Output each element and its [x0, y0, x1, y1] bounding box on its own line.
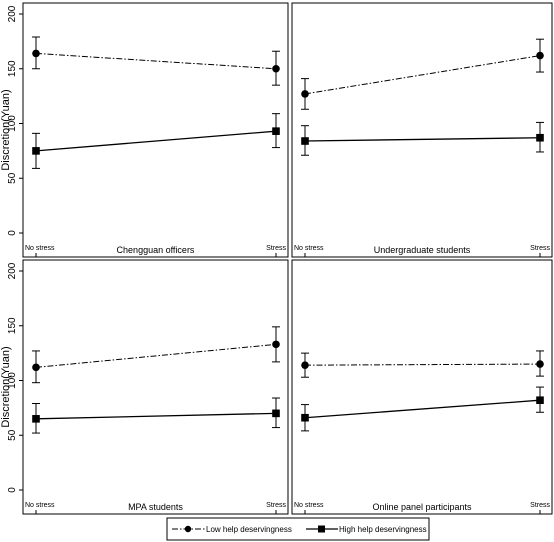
panel-title: MPA students	[128, 502, 183, 512]
data-point	[536, 51, 544, 60]
x-tick-label: Stress	[530, 502, 550, 509]
y-axis-label: Discretion(Yuan)	[0, 346, 12, 427]
y-tick-label: 0	[7, 487, 18, 493]
y-tick-label: 0	[7, 230, 18, 236]
x-tick-label: Stress	[266, 245, 286, 252]
data-point	[272, 127, 280, 135]
data-point	[536, 133, 544, 142]
x-tick-label: No stress	[294, 502, 324, 509]
series-1	[32, 326, 280, 384]
data-point	[301, 361, 309, 369]
y-tick-label: 50	[7, 172, 18, 184]
x-tick-label: Stress	[530, 245, 550, 252]
data-point	[32, 49, 40, 58]
y-tick-label: 200	[7, 262, 18, 279]
data-point	[301, 90, 309, 98]
x-tick-label: No stress	[25, 245, 55, 252]
series-2	[301, 121, 544, 156]
chart-panel-1: 0 50 100 150 200 Discretion(Yuan) No stress Str…	[0, 2, 289, 258]
data-point	[536, 396, 544, 405]
series-1	[32, 36, 280, 86]
panel-frame	[291, 259, 553, 515]
series-1	[301, 350, 544, 378]
legend-label-low: Low help deservingness	[206, 525, 292, 534]
panel-title: Chengguan officers	[117, 245, 195, 255]
chart-panel-2: No stress Stress Undergraduate students	[291, 2, 553, 258]
data-point	[272, 64, 280, 73]
y-tick-label: 50	[7, 429, 18, 441]
series-line	[35, 343, 277, 368]
series-line	[35, 52, 277, 70]
series-line	[304, 137, 541, 142]
legend-label-high: High help deservingness	[339, 525, 427, 534]
panel-title: Undergraduate students	[374, 245, 471, 255]
data-point	[32, 415, 40, 423]
series-2	[301, 386, 544, 432]
y-tick-label: 100	[7, 372, 18, 389]
panel-frame	[22, 259, 289, 515]
y-tick-label: 150	[7, 317, 18, 334]
data-point	[301, 413, 309, 422]
x-tick-label: No stress	[294, 245, 324, 252]
series-line	[304, 399, 541, 419]
series-line	[35, 130, 277, 152]
y-axis-label: Discretion(Yuan)	[0, 89, 12, 170]
data-point	[272, 409, 280, 418]
chart-panel-4: No stress Stress Online panel participants	[291, 259, 553, 515]
data-point	[32, 147, 40, 155]
panel-frame	[22, 2, 289, 258]
y-tick-label: 150	[7, 60, 18, 77]
legend: Low help deservingness High help deservi…	[166, 517, 430, 541]
x-tick-label: No stress	[25, 502, 55, 509]
series-line	[304, 55, 541, 95]
series-2	[32, 113, 280, 169]
y-tick-label: 200	[7, 5, 18, 22]
data-point	[536, 360, 544, 368]
y-tick-label: 100	[7, 115, 18, 132]
series-2	[32, 397, 280, 434]
data-point	[301, 137, 309, 145]
series-line	[35, 412, 277, 420]
legend-frame	[166, 517, 430, 541]
series-line	[304, 363, 541, 366]
data-point	[32, 363, 40, 372]
legend-marker-low	[184, 525, 192, 533]
x-tick-label: Stress	[266, 502, 286, 509]
chart-panel-3: 0 50 100 150 200 Discretion(Yuan) No stress Str…	[0, 259, 289, 515]
series-1	[301, 38, 544, 110]
panel-title: Online panel participants	[372, 502, 472, 512]
data-point	[272, 340, 280, 349]
panel-frame	[291, 2, 553, 258]
legend-marker-high	[318, 525, 325, 533]
